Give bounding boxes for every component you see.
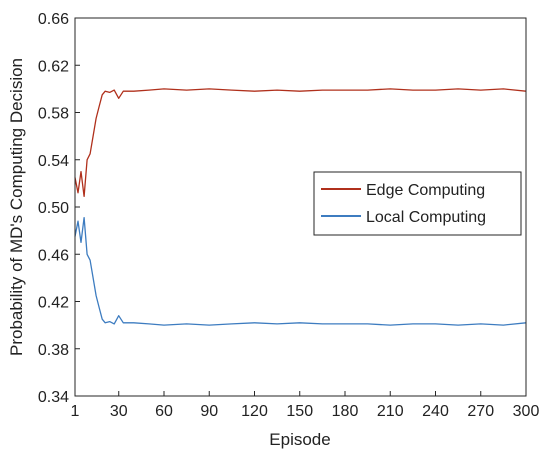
y-tick-label: 0.38: [38, 342, 69, 359]
y-tick-label: 0.58: [38, 106, 69, 123]
y-tick-label: 0.54: [38, 153, 69, 170]
x-tick-label: 240: [422, 403, 449, 420]
series-line-local-computing: [74, 216, 527, 326]
y-tick-label: 0.50: [38, 200, 69, 217]
series-line-edge-computing: [74, 88, 527, 198]
x-tick-label: 180: [332, 403, 359, 420]
x-tick-label: 270: [467, 403, 494, 420]
y-tick-label: 0.34: [38, 389, 69, 406]
y-tick-label: 0.42: [38, 295, 69, 312]
x-tick-label: 300: [513, 403, 540, 420]
legend: Edge Computing Local Computing: [313, 171, 522, 236]
y-axis-label: Probability of MD's Computing Decision: [7, 58, 26, 356]
tick-layer: 1 30 60 90 120 150 180 210 240 270 300 0.34 0.38 0.42…: [38, 11, 540, 420]
legend-box: [313, 171, 522, 236]
x-tick-label: 150: [286, 403, 313, 420]
x-tick-label: 1: [71, 403, 80, 420]
x-tick-label: 30: [110, 403, 128, 420]
legend-label-edge-computing: Edge Computing: [366, 182, 485, 199]
y-tick-label: 0.46: [38, 247, 69, 264]
x-tick-label: 210: [377, 403, 404, 420]
x-tick-label: 120: [241, 403, 268, 420]
series-layer: [74, 88, 527, 326]
y-tick-label: 0.66: [38, 11, 69, 28]
legend-label-local-computing: Local Computing: [366, 209, 486, 226]
x-tick-label: 90: [200, 403, 218, 420]
plot-frame: [74, 17, 527, 397]
x-tick-label: 60: [155, 403, 173, 420]
y-tick-label: 0.62: [38, 58, 69, 75]
x-axis-label: Episode: [269, 430, 330, 449]
